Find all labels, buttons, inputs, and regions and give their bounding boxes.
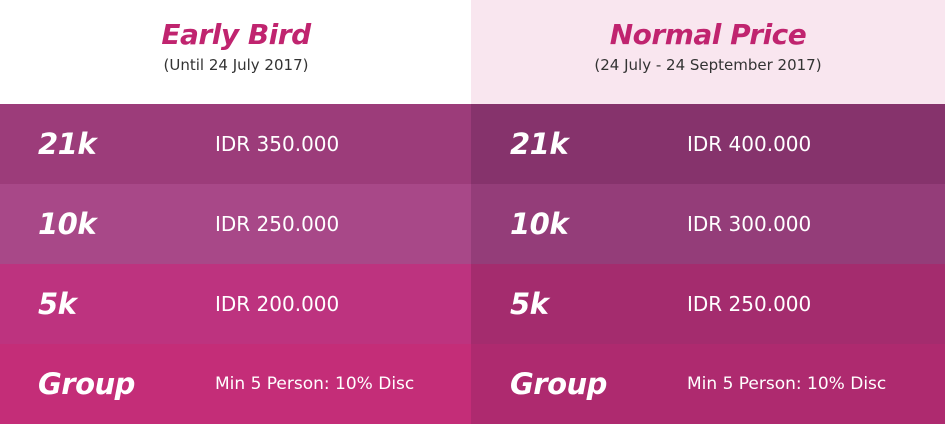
category-label: 5k	[510, 287, 549, 321]
early-bird-title: Early Bird	[161, 18, 311, 51]
price-row-21k: 21k IDR 400.000	[471, 104, 945, 184]
normal-price-title: Normal Price	[609, 18, 807, 51]
normal-price-column: Normal Price (24 July - 24 September 201…	[471, 0, 945, 425]
early-bird-subtitle: (Until 24 July 2017)	[163, 56, 309, 74]
price-value: IDR 350.000	[215, 132, 340, 156]
price-value: IDR 250.000	[687, 292, 812, 316]
price-row-10k: 10k IDR 250.000	[0, 184, 472, 264]
price-value: IDR 400.000	[687, 132, 812, 156]
price-value: IDR 250.000	[215, 212, 340, 236]
price-row-10k: 10k IDR 300.000	[471, 184, 945, 264]
price-value: Min 5 Person: 10% Disc	[215, 374, 415, 394]
category-label: 5k	[38, 287, 77, 321]
category-label: Group	[38, 367, 135, 401]
price-value: IDR 200.000	[215, 292, 340, 316]
price-row-21k: 21k IDR 350.000	[0, 104, 472, 184]
price-row-5k: 5k IDR 200.000	[0, 264, 472, 344]
category-label: 21k	[38, 127, 97, 161]
category-label: 10k	[510, 207, 569, 241]
price-value: IDR 300.000	[687, 212, 812, 236]
price-row-5k: 5k IDR 250.000	[471, 264, 945, 344]
category-label: Group	[510, 367, 607, 401]
price-row-group: Group Min 5 Person: 10% Disc	[0, 344, 472, 424]
early-bird-header: Early Bird (Until 24 July 2017)	[0, 0, 472, 104]
category-label: 10k	[38, 207, 97, 241]
early-bird-column: Early Bird (Until 24 July 2017) 21k IDR …	[0, 0, 472, 425]
normal-price-subtitle: (24 July - 24 September 2017)	[594, 56, 822, 74]
price-row-group: Group Min 5 Person: 10% Disc	[471, 344, 945, 424]
price-value: Min 5 Person: 10% Disc	[687, 374, 887, 394]
category-label: 21k	[510, 127, 569, 161]
normal-price-header: Normal Price (24 July - 24 September 201…	[471, 0, 945, 104]
